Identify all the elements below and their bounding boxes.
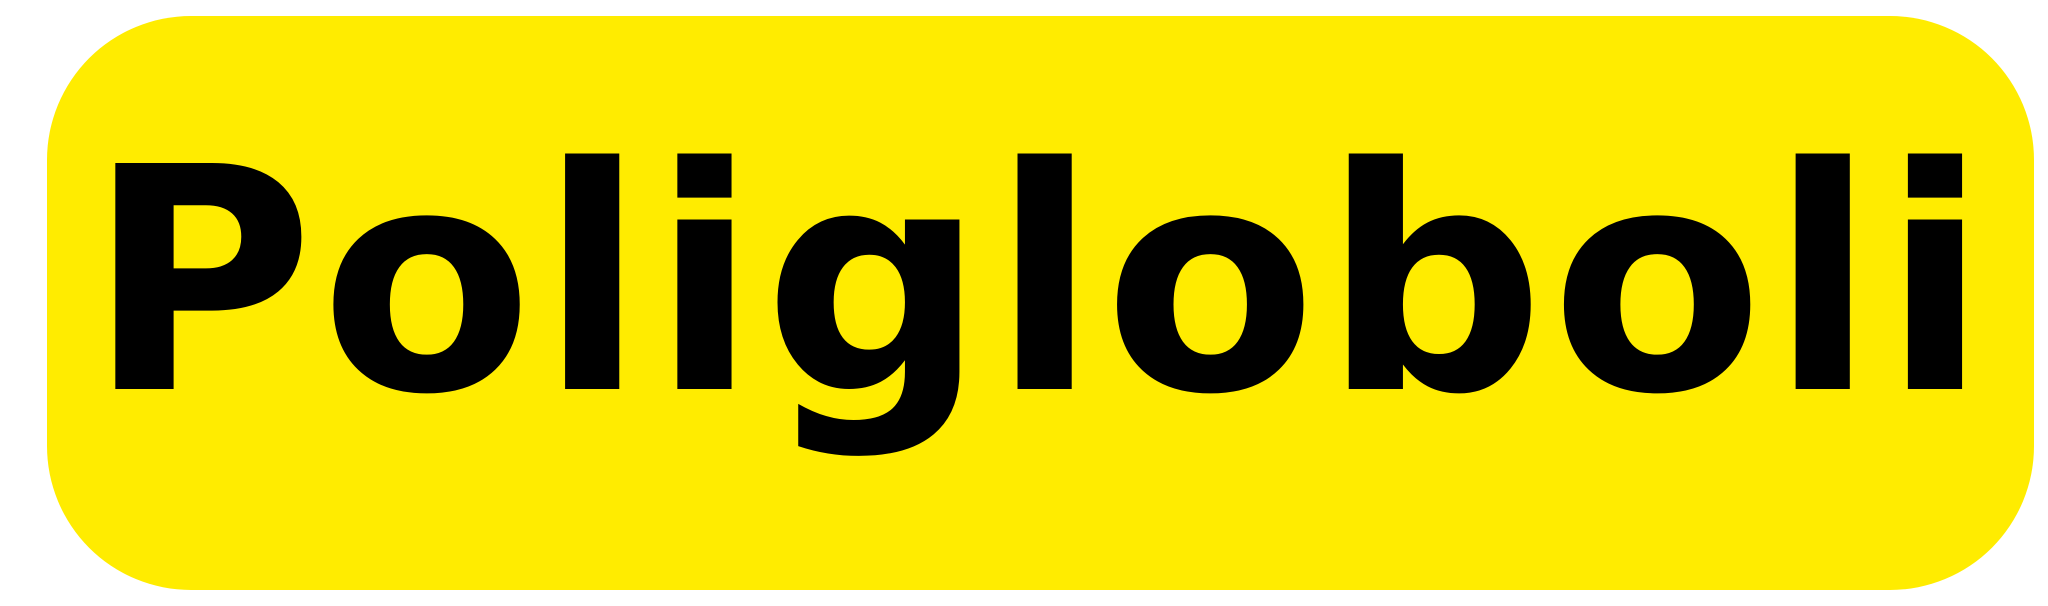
label-text: Poligloboli [86, 102, 1995, 463]
label-badge: Poligloboli [47, 16, 2034, 590]
